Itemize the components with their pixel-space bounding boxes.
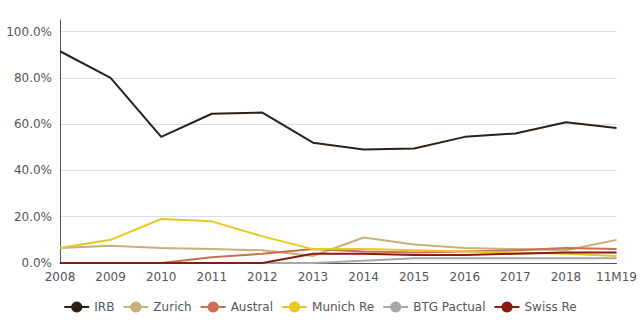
svg-text:Munich Re: Munich Re [312,300,374,314]
svg-text:80.0%: 80.0% [14,71,52,85]
svg-text:2009: 2009 [95,270,126,284]
svg-text:20.0%: 20.0% [14,210,52,224]
svg-text:2011: 2011 [197,270,228,284]
svg-text:2010: 2010 [146,270,177,284]
svg-text:2016: 2016 [449,270,480,284]
svg-text:2017: 2017 [500,270,531,284]
svg-text:2013: 2013 [298,270,329,284]
svg-text:Austral: Austral [231,300,273,314]
svg-text:2015: 2015 [399,270,430,284]
svg-text:40.0%: 40.0% [14,163,52,177]
svg-text:11M19: 11M19 [596,270,637,284]
svg-text:2008: 2008 [45,270,76,284]
svg-text:100.0%: 100.0% [6,25,52,39]
svg-text:2018: 2018 [551,270,582,284]
svg-text:BTG Pactual: BTG Pactual [413,300,485,314]
svg-text:60.0%: 60.0% [14,117,52,131]
svg-text:IRB: IRB [94,300,114,314]
svg-text:0.0%: 0.0% [22,256,53,270]
svg-text:Zurich: Zurich [153,300,191,314]
svg-text:2014: 2014 [348,270,379,284]
svg-text:Swiss Re: Swiss Re [524,300,576,314]
svg-text:2012: 2012 [247,270,278,284]
